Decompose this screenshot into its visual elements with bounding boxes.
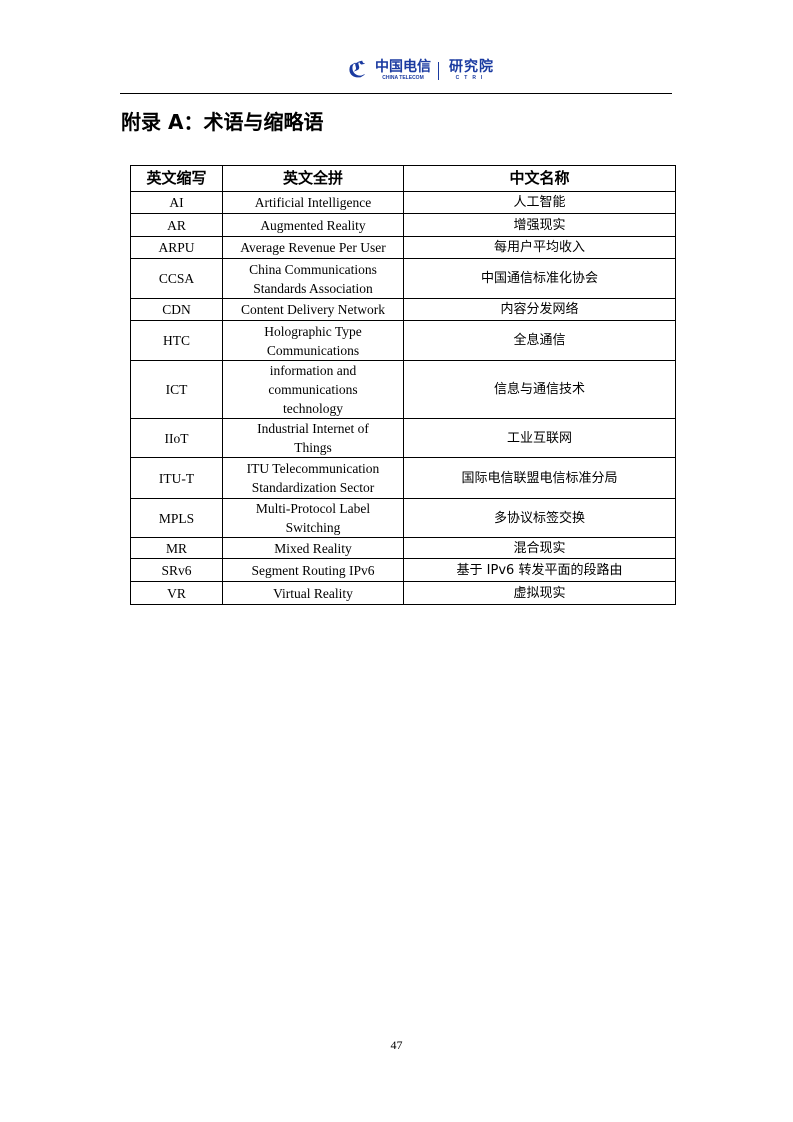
abbreviation-cell: AR: [130, 213, 223, 237]
full-name-cell: Mixed Reality: [222, 537, 404, 559]
abbreviation-cell: SRv6: [130, 558, 223, 582]
table-row: AI Artificial Intelligence 人工智能: [130, 191, 676, 214]
page-title: 附录 A：术语与缩略语: [121, 110, 324, 134]
full-name-cell: Segment Routing IPv6: [222, 558, 404, 582]
table-row: AR Augmented Reality 增强现实: [130, 213, 676, 237]
chinese-name-cell: 虚拟现实: [403, 581, 676, 605]
header-rule: [120, 93, 672, 94]
table-row: HTC Holographic Type Communications 全息通信: [130, 320, 676, 361]
chinese-name-cell: 增强现实: [403, 213, 676, 237]
logo-en: CHINA TELECOM: [382, 75, 424, 81]
china-telecom-logo: ℭ 中国电信 CHINA TELECOM 研究院 CTRI: [348, 56, 494, 86]
abbreviation-cell: IIoT: [130, 418, 223, 458]
page-number: 47: [390, 1038, 403, 1052]
full-name-cell: China Communications Standards Associati…: [222, 258, 404, 299]
logo-divider: [438, 62, 439, 80]
table-row: SRv6 Segment Routing IPv6 基于 IPv6 转发平面的段路由: [130, 558, 676, 582]
full-name-cell: ITU Telecommunication Standardization Se…: [222, 457, 404, 499]
abbreviation-cell: ITU-T: [130, 457, 223, 499]
table-row: MR Mixed Reality 混合现实: [130, 537, 676, 559]
chinese-name-cell: 中国通信标准化协会: [403, 258, 676, 299]
table-row: MPLS Multi-Protocol Label Switching 多协议标签交…: [130, 498, 676, 538]
abbreviation-cell: VR: [130, 581, 223, 605]
china-telecom-logo-icon: ℭ: [348, 58, 367, 83]
full-name-cell: Virtual Reality: [222, 581, 404, 605]
table-row: CDN Content Delivery Network 内容分发网络: [130, 298, 676, 321]
chinese-name-cell: 国际电信联盟电信标准分局: [403, 457, 676, 499]
column-header: 英文全拼: [222, 165, 404, 192]
chinese-name-cell: 基于 IPv6 转发平面的段路由: [403, 558, 676, 582]
abbreviation-cell: MPLS: [130, 498, 223, 538]
full-name-cell: information and communications technolog…: [222, 360, 404, 419]
abbreviation-cell: ICT: [130, 360, 223, 419]
chinese-name-cell: 内容分发网络: [403, 298, 676, 321]
institute-cn: 研究院: [449, 59, 494, 75]
chinese-name-cell: 每用户平均收入: [403, 236, 676, 259]
chinese-name-cell: 信息与通信技术: [403, 360, 676, 419]
logo-cn: 中国电信: [375, 59, 431, 75]
chinese-name-cell: 工业互联网: [403, 418, 676, 458]
full-name-cell: Holographic Type Communications: [222, 320, 404, 361]
abbreviation-cell: CCSA: [130, 258, 223, 299]
table-row: VR Virtual Reality 虚拟现实: [130, 581, 676, 605]
abbreviation-cell: HTC: [130, 320, 223, 361]
table-row: ICT information and communications techno…: [130, 360, 676, 419]
full-name-cell: Average Revenue Per User: [222, 236, 404, 259]
table-row: ARPU Average Revenue Per User 每用户平均收入: [130, 236, 676, 259]
chinese-name-cell: 多协议标签交换: [403, 498, 676, 538]
table-row: ITU-T ITU Telecommunication Standardizati…: [130, 457, 676, 499]
abbreviation-cell: MR: [130, 537, 223, 559]
full-name-cell: Content Delivery Network: [222, 298, 404, 321]
abbreviation-cell: ARPU: [130, 236, 223, 259]
table-row: CCSA China Communications Standards Assoc…: [130, 258, 676, 299]
abbreviation-cell: AI: [130, 191, 223, 214]
full-name-cell: Augmented Reality: [222, 213, 404, 237]
full-name-cell: Multi-Protocol Label Switching: [222, 498, 404, 538]
full-name-cell: Artificial Intelligence: [222, 191, 404, 214]
column-header: 中文名称: [403, 165, 676, 192]
column-header: 英文缩写: [130, 165, 223, 192]
abbreviation-cell: CDN: [130, 298, 223, 321]
chinese-name-cell: 人工智能: [403, 191, 676, 214]
chinese-name-cell: 混合现实: [403, 537, 676, 559]
abbreviation-table: 英文缩写 英文全拼 中文名称 AI Artificial Intelligence 人工…: [130, 165, 676, 605]
full-name-cell: Industrial Internet of Things: [222, 418, 404, 458]
table-row: IIoT Industrial Internet of Things 工业互联网: [130, 418, 676, 458]
chinese-name-cell: 全息通信: [403, 320, 676, 361]
institute-en: CTRI: [455, 75, 488, 81]
